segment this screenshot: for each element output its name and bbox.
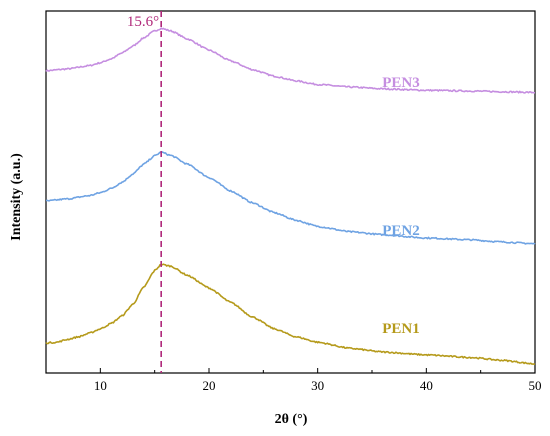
series-layer	[45, 27, 536, 366]
x-tick-label: 10	[94, 378, 107, 393]
x-tick-label: 40	[420, 378, 433, 393]
series-label-pen3: PEN3	[382, 75, 420, 91]
annotation-layer: 15.6°	[127, 11, 162, 373]
series-labels: PEN3 PEN2 PEN1	[382, 75, 420, 337]
x-axis-ticks: 10 20 30 40 50	[94, 368, 542, 393]
peak-marker-label: 15.6°	[127, 14, 159, 30]
x-axis-title: 2θ (°)	[275, 412, 308, 427]
series-line-pen2	[45, 151, 536, 245]
x-tick-label: 20	[203, 378, 216, 393]
series-label-pen1: PEN1	[382, 321, 420, 337]
y-axis-title: Intensity (a.u.)	[9, 153, 24, 241]
series-label-pen2: PEN2	[382, 223, 420, 239]
x-tick-label: 30	[311, 378, 324, 393]
series-line-pen3	[45, 27, 536, 94]
series-line-pen1	[45, 263, 536, 366]
plot-border	[45, 10, 536, 374]
plot-frame	[45, 10, 536, 374]
x-tick-label: 50	[529, 378, 542, 393]
